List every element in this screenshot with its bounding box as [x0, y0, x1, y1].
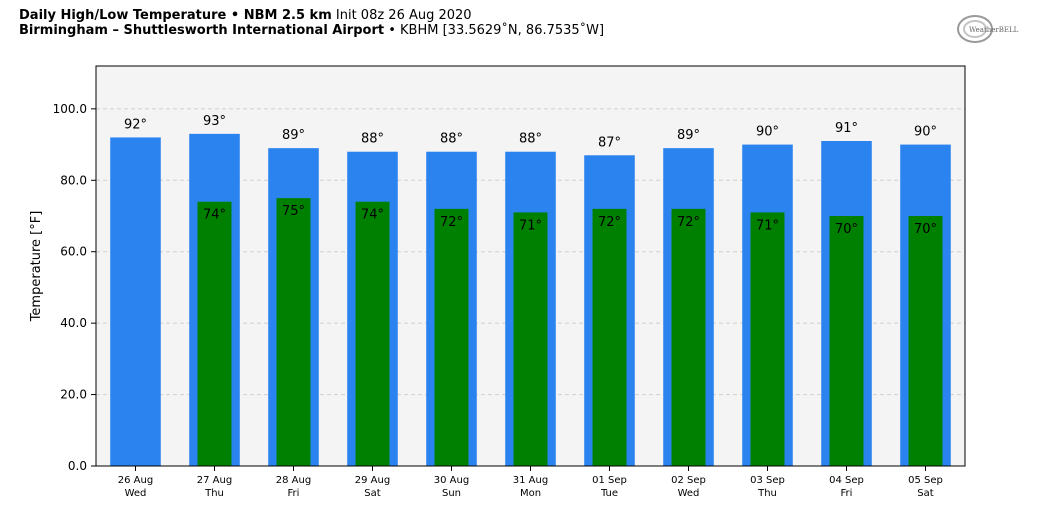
high-label: 93° [203, 114, 226, 129]
high-bar [110, 137, 161, 466]
x-tick-day: Fri [841, 488, 853, 499]
low-label: 70° [914, 222, 937, 237]
y-tick-label: 20.0 [60, 388, 87, 402]
low-label: 70° [835, 222, 858, 237]
title-main: Daily High/Low Temperature • NBM 2.5 km [19, 8, 332, 23]
low-label: 75° [282, 204, 305, 219]
title-location: Birmingham – Shuttlesworth International… [19, 23, 385, 38]
y-tick-label: 100.0 [53, 102, 87, 116]
high-label: 88° [361, 132, 384, 147]
x-tick-day: Thu [757, 488, 777, 499]
low-bar [434, 208, 469, 466]
high-label: 90° [756, 125, 779, 140]
x-tick-day: Sun [442, 488, 461, 499]
x-tick-date: 27 Aug [197, 475, 232, 486]
y-tick-label: 0.0 [68, 459, 87, 473]
low-bar [829, 216, 864, 466]
y-axis: 0.0 20.0 40.0 60.0 80.0 100.0 [53, 102, 96, 473]
title-line-2: Birmingham – Shuttlesworth International… [19, 23, 604, 38]
y-tick-label: 60.0 [60, 245, 87, 259]
low-bar [750, 212, 785, 466]
high-label: 88° [519, 132, 542, 147]
high-label: 91° [835, 121, 858, 136]
low-bar [908, 216, 943, 466]
high-label: 88° [440, 132, 463, 147]
bars [110, 133, 951, 467]
x-tick-day: Fri [288, 488, 300, 499]
x-tick-date: 28 Aug [276, 475, 311, 486]
x-tick-date: 02 Sep [671, 475, 706, 486]
x-tick-date: 26 Aug [118, 475, 153, 486]
low-bar [355, 201, 390, 466]
low-label: 71° [756, 218, 779, 233]
title-init: Init 08z 26 Aug 2020 [335, 8, 472, 23]
low-label: 72° [677, 215, 700, 230]
low-label: 74° [361, 208, 384, 223]
low-bar [513, 212, 548, 466]
low-bar [276, 198, 311, 466]
low-bar [197, 201, 232, 466]
low-label: 72° [598, 215, 621, 230]
low-label: 71° [519, 218, 542, 233]
x-tick-date: 31 Aug [513, 475, 548, 486]
high-label: 87° [598, 135, 621, 150]
low-label: 72° [440, 215, 463, 230]
x-tick-day: Sat [364, 488, 380, 499]
x-axis: 26 Aug Wed 27 Aug Thu 28 Aug Fri 29 Aug Sat 30 A… [118, 466, 943, 499]
x-tick-day: Thu [204, 488, 224, 499]
x-tick-day: Tue [600, 488, 618, 499]
x-tick-date: 30 Aug [434, 475, 469, 486]
high-label: 90° [914, 125, 937, 140]
x-tick-date: 01 Sep [592, 475, 627, 486]
x-tick-date: 05 Sep [908, 475, 943, 486]
svg-text:WeatherBELL: WeatherBELL [969, 26, 1019, 34]
low-bar [592, 208, 627, 466]
x-tick-day: Wed [678, 488, 700, 499]
high-label: 89° [282, 128, 305, 143]
y-tick-label: 80.0 [60, 173, 87, 187]
low-bar [671, 208, 706, 466]
high-label: 89° [677, 128, 700, 143]
weatherbell-logo-icon: WeatherBELL [955, 12, 1019, 46]
y-tick-label: 40.0 [60, 316, 87, 330]
x-tick-date: 29 Aug [355, 475, 390, 486]
title-line-1: Daily High/Low Temperature • NBM 2.5 km … [19, 8, 604, 23]
x-tick-date: 03 Sep [750, 475, 785, 486]
y-axis-label: Temperature [°F] [29, 211, 44, 323]
x-tick-day: Sat [917, 488, 933, 499]
chart-title-block: Daily High/Low Temperature • NBM 2.5 km … [19, 8, 604, 38]
title-station: • KBHM [33.5629˚N, 86.7535˚W] [388, 23, 605, 38]
value-labels: 92° 93° 74° 89° 75° 88° 74° 88° 72° 88° 71° 87° 72° 8… [124, 114, 937, 237]
high-label: 92° [124, 117, 147, 132]
x-tick-day: Mon [520, 488, 541, 499]
x-tick-day: Wed [125, 488, 147, 499]
low-label: 74° [203, 208, 226, 223]
x-tick-date: 04 Sep [829, 475, 864, 486]
